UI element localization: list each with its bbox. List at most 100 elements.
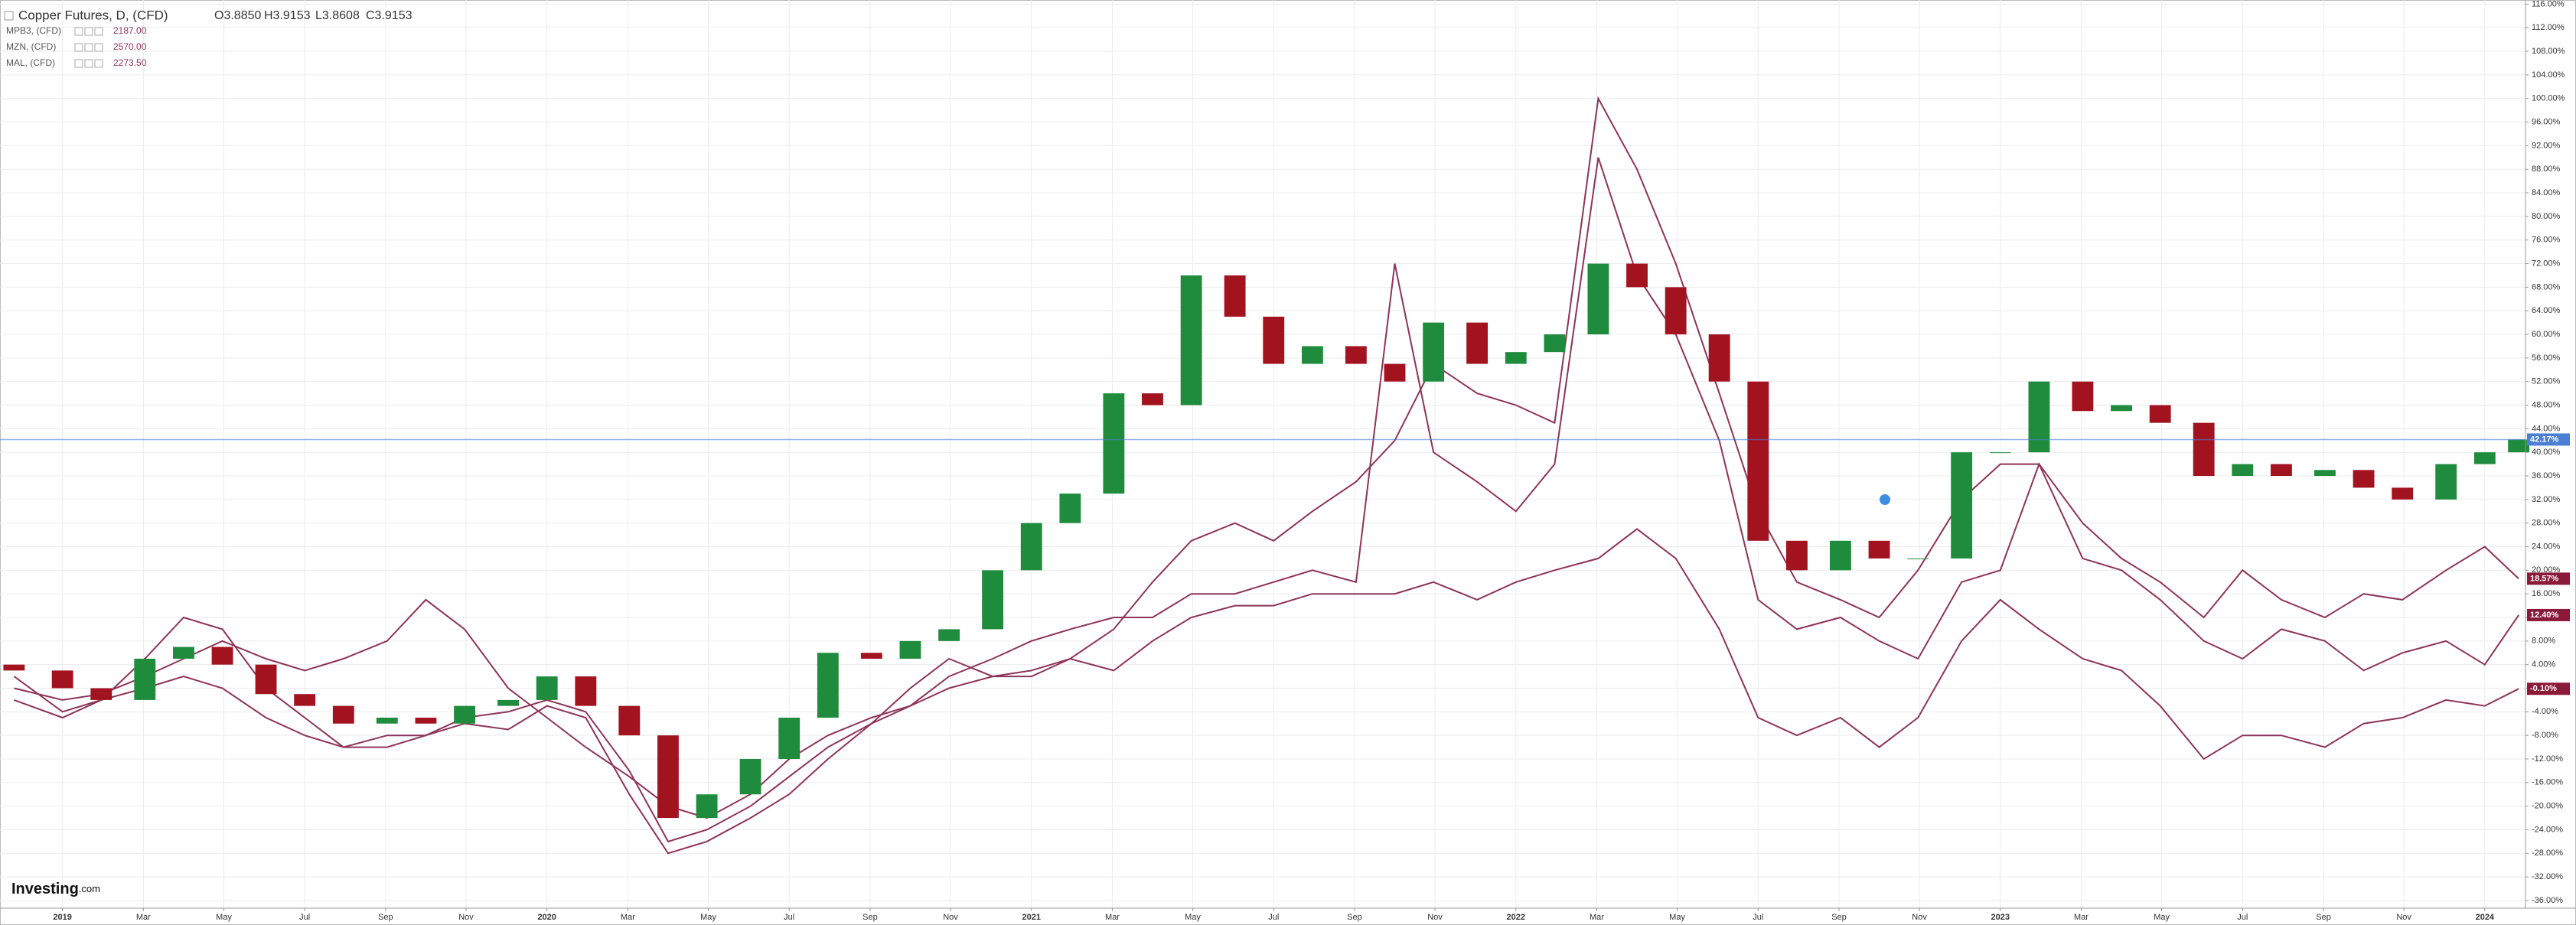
candle-body (2111, 405, 2132, 412)
ohlc-open: O3.8850 (214, 9, 261, 22)
y-tick-label: 20.00% (2532, 565, 2561, 575)
candle-body (332, 705, 354, 724)
candle-body (1466, 322, 1489, 364)
candle-body (739, 758, 761, 795)
x-tick-label: Jul (784, 913, 794, 922)
candle-body (1708, 334, 1730, 382)
candle-body (1224, 275, 1246, 317)
candle-body (1747, 381, 1769, 541)
candle-body (1665, 287, 1687, 335)
grid (0, 0, 2525, 908)
candle-body (3, 664, 25, 671)
x-tick-label: Mar (1590, 913, 1604, 922)
y-tick-label: 40.00% (2532, 448, 2561, 457)
ohlc-high: H3.9153 (264, 9, 311, 22)
y-tick-label: 28.00% (2532, 519, 2561, 528)
y-tick-label: -28.00% (2532, 848, 2563, 858)
x-tick-label: 2023 (1991, 913, 2010, 922)
chart-title: Copper Futures, D, (CFD) (18, 8, 168, 22)
x-tick-label: Sep (1831, 913, 1847, 922)
legend-button[interactable] (84, 59, 93, 68)
y-tick-label: 16.00% (2532, 589, 2561, 598)
y-tick-label: -4.00% (2532, 707, 2558, 716)
y-tick-label: 48.00% (2532, 400, 2561, 409)
overlay-line (14, 157, 2519, 855)
x-tick-label: Sep (2316, 913, 2331, 922)
legend-button[interactable] (94, 59, 103, 68)
x-tick-label: Sep (862, 913, 878, 922)
legend-button[interactable] (94, 43, 103, 52)
candle-body (1020, 523, 1042, 571)
header: Copper Futures, D, (CFD) O3.8850 H3.9153… (4, 8, 412, 22)
last-value-badge (2527, 608, 2570, 621)
legend: MPB3, (CFD) 2187.00 MZN, (CFD) 2570.00 MAL, … (6, 25, 147, 68)
candle-body (899, 640, 921, 659)
legend-value: 2570.00 (113, 41, 147, 52)
candle-body (51, 670, 73, 689)
y-tick-label: -32.00% (2532, 872, 2563, 881)
candle-body (2314, 470, 2336, 477)
candle-body (2473, 452, 2496, 464)
candle-body (536, 676, 558, 700)
y-tick-label: -16.00% (2532, 778, 2563, 787)
candle-body (778, 718, 801, 759)
logo-word: Investing (11, 881, 79, 897)
candle-body (982, 570, 1004, 630)
candle-body (1785, 540, 1808, 571)
legend-button[interactable] (74, 27, 83, 36)
marks (0, 96, 2530, 855)
last-value-badge (2527, 572, 2570, 585)
candle-body (2392, 487, 2414, 500)
candle-body (1180, 275, 1202, 406)
candle-body (90, 688, 112, 700)
candle-body (657, 735, 679, 819)
candle-body (1384, 363, 1406, 382)
last-value-badge (2527, 433, 2570, 446)
candle-body (497, 699, 519, 706)
legend-name: MZN, (CFD) (6, 41, 56, 52)
logo-suffix: .com (79, 883, 100, 894)
x-tick-label: Nov (2396, 913, 2411, 922)
legend-button[interactable] (94, 27, 103, 36)
y-tick-label: 52.00% (2532, 377, 2561, 386)
candle-body (172, 647, 194, 659)
candle-body (1626, 263, 1648, 288)
x-tick-label: Jul (1753, 913, 1763, 922)
y-tick-label: 100.00% (2532, 94, 2565, 103)
candle-body (1868, 540, 1890, 559)
candle-body (454, 705, 476, 724)
y-tick-label: 56.00% (2532, 353, 2561, 363)
last-value-label: 18.57% (2530, 574, 2559, 583)
legend-button[interactable] (84, 27, 93, 36)
candle-body (2028, 381, 2050, 453)
candle-body (1103, 393, 1125, 494)
axes: 116.00% 112.00% 108.00% 104.00% 100.00% 96.00… (53, 0, 2570, 922)
candle-body (2149, 405, 2171, 423)
candle-body (1263, 316, 1285, 364)
candle-body (1505, 352, 1527, 364)
y-tick-label: -24.00% (2532, 825, 2563, 834)
collapse-icon[interactable] (4, 11, 14, 21)
x-tick-label: Jul (1268, 913, 1279, 922)
event-marker[interactable] (1880, 494, 1890, 505)
y-tick-label: 116.00% (2532, 0, 2565, 8)
x-tick-label: 2021 (1022, 913, 1040, 922)
y-tick-label: 76.00% (2532, 236, 2561, 245)
legend-button[interactable] (74, 59, 83, 68)
legend-value: 2187.00 (113, 25, 147, 36)
x-tick-label: May (700, 913, 716, 922)
logo: Investing.com (11, 881, 100, 897)
legend-button[interactable] (74, 43, 83, 52)
x-tick-label: Jul (2237, 913, 2248, 922)
y-tick-label: 108.00% (2532, 47, 2565, 56)
x-tick-label: Nov (943, 913, 958, 922)
x-tick-label: Nov (1427, 913, 1443, 922)
x-tick-label: Mar (621, 913, 635, 922)
x-tick-label: 2019 (53, 913, 71, 922)
legend-button[interactable] (84, 43, 93, 52)
x-tick-label: 2024 (2476, 913, 2495, 922)
y-tick-label: 60.00% (2532, 330, 2561, 339)
y-tick-label: 68.00% (2532, 282, 2561, 292)
candle-body (134, 658, 156, 700)
